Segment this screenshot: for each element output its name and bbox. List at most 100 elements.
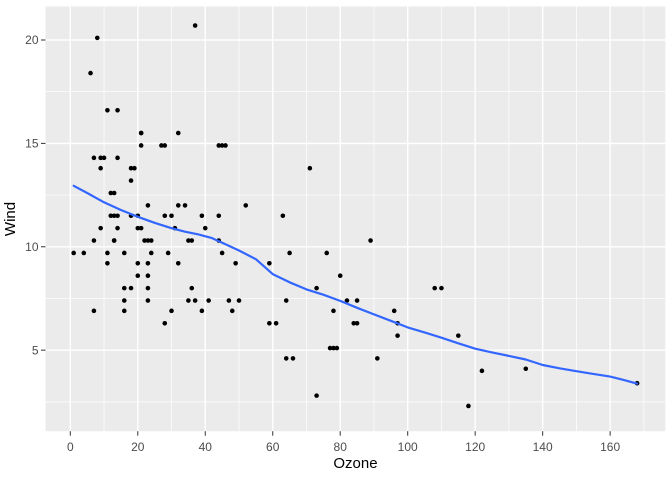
data-point [466,403,471,409]
data-point [175,130,181,136]
data-point [479,368,485,374]
data-point [395,333,400,338]
data-point [121,308,127,314]
data-point [273,320,279,326]
data-point [108,190,114,196]
data-point [105,107,110,113]
data-point [145,298,151,303]
data-point [206,298,211,303]
data-point [169,308,174,314]
data-point [216,143,222,148]
x-tick-label: 20 [131,440,145,454]
data-point [283,298,289,303]
y-axis: 5 10 15 20 [25,33,46,357]
data-point [98,165,103,171]
data-point [94,35,100,41]
data-point [314,393,319,398]
data-point [290,356,296,361]
data-point [71,250,76,256]
data-point [267,261,272,266]
grid-minor-lines [45,6,666,432]
data-point [91,238,97,243]
loess-smooth-line [72,184,639,385]
data-point [98,225,103,231]
data-point [283,356,289,361]
x-axis: 0 20 40 60 80 100 120 140 160 [67,431,620,454]
data-point [186,298,191,303]
data-point [128,285,134,291]
data-point [331,308,336,314]
data-point [368,238,373,243]
data-point [233,261,238,266]
data-point [175,261,181,266]
data-point [145,203,151,208]
data-point [148,250,154,256]
y-tick-label: 10 [25,240,39,254]
data-point [135,225,141,231]
data-point [142,238,147,243]
data-point [145,238,151,243]
data-point [182,203,188,208]
data-point [324,250,330,256]
data-point [111,190,117,196]
data-point [115,155,120,161]
x-tick-label: 100 [398,440,418,454]
y-tick-label: 20 [25,33,39,47]
x-tick-label: 60 [266,440,280,454]
data-point [226,298,232,303]
data-point [192,298,198,303]
data-point [243,203,249,208]
data-point [145,261,151,266]
data-point [105,261,110,266]
y-axis-title: Wind [2,202,19,236]
data-point [138,130,144,136]
data-point [162,213,168,219]
data-point [121,285,127,291]
data-point [186,238,191,243]
data-point [135,261,141,266]
data-point [91,308,97,314]
data-point [334,345,340,351]
y-tick-label: 5 [32,343,39,357]
x-tick-label: 120 [465,440,485,454]
data-point [199,308,205,314]
x-tick-label: 160 [600,440,620,454]
x-axis-title: Ozone [333,455,377,472]
data-point [115,107,120,113]
x-tick-label: 140 [533,440,553,454]
data-point [223,143,228,148]
data-point [115,225,120,231]
data-point [88,70,93,76]
data-point [111,238,117,243]
data-point [189,285,195,291]
data-point [307,165,313,171]
data-point [132,165,137,171]
data-point [192,23,198,28]
data-point [111,213,117,219]
data-point [138,225,144,231]
data-point [128,178,134,183]
data-point [145,285,151,291]
x-tick-label: 40 [199,440,213,454]
data-point [145,273,151,279]
data-point [287,250,292,256]
data-point [138,143,144,148]
data-point [216,213,222,219]
data-point [91,155,97,161]
data-point [391,308,397,314]
x-tick-label: 0 [67,440,74,454]
plot-panel [45,6,666,432]
data-point [108,213,114,219]
data-point [351,320,357,326]
data-point [115,213,120,219]
data-point [98,155,103,161]
data-point [267,320,272,326]
data-point [199,213,205,219]
data-point [456,333,461,338]
data-point [165,250,171,256]
data-point [135,273,141,279]
data-point [148,238,154,243]
data-point [219,143,225,148]
